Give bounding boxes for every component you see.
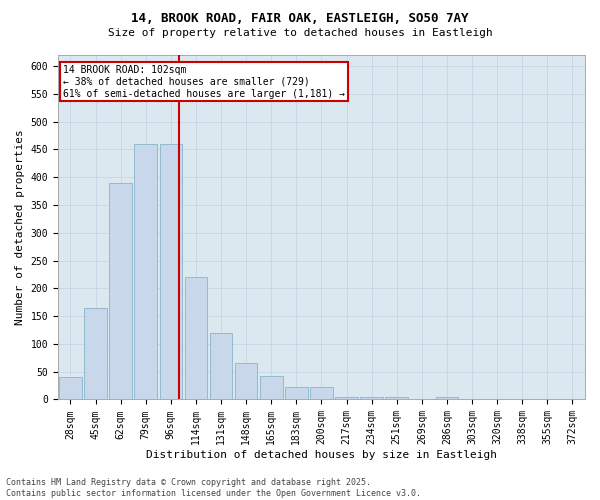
Bar — [285, 387, 308, 400]
Text: Contains HM Land Registry data © Crown copyright and database right 2025.
Contai: Contains HM Land Registry data © Crown c… — [6, 478, 421, 498]
Bar — [335, 396, 358, 400]
Bar — [235, 364, 257, 400]
Bar — [84, 308, 107, 400]
Bar — [260, 376, 283, 400]
Bar — [361, 396, 383, 400]
Text: 14, BROOK ROAD, FAIR OAK, EASTLEIGH, SO50 7AY: 14, BROOK ROAD, FAIR OAK, EASTLEIGH, SO5… — [131, 12, 469, 26]
Text: 14 BROOK ROAD: 102sqm
← 38% of detached houses are smaller (729)
61% of semi-det: 14 BROOK ROAD: 102sqm ← 38% of detached … — [63, 66, 345, 98]
Bar — [185, 277, 207, 400]
X-axis label: Distribution of detached houses by size in Eastleigh: Distribution of detached houses by size … — [146, 450, 497, 460]
Bar — [310, 387, 333, 400]
Bar — [210, 333, 232, 400]
Y-axis label: Number of detached properties: Number of detached properties — [15, 130, 25, 325]
Bar — [134, 144, 157, 400]
Bar — [160, 144, 182, 400]
Bar — [59, 377, 82, 400]
Bar — [436, 396, 458, 400]
Text: Size of property relative to detached houses in Eastleigh: Size of property relative to detached ho… — [107, 28, 493, 38]
Bar — [109, 183, 132, 400]
Bar — [385, 396, 408, 400]
